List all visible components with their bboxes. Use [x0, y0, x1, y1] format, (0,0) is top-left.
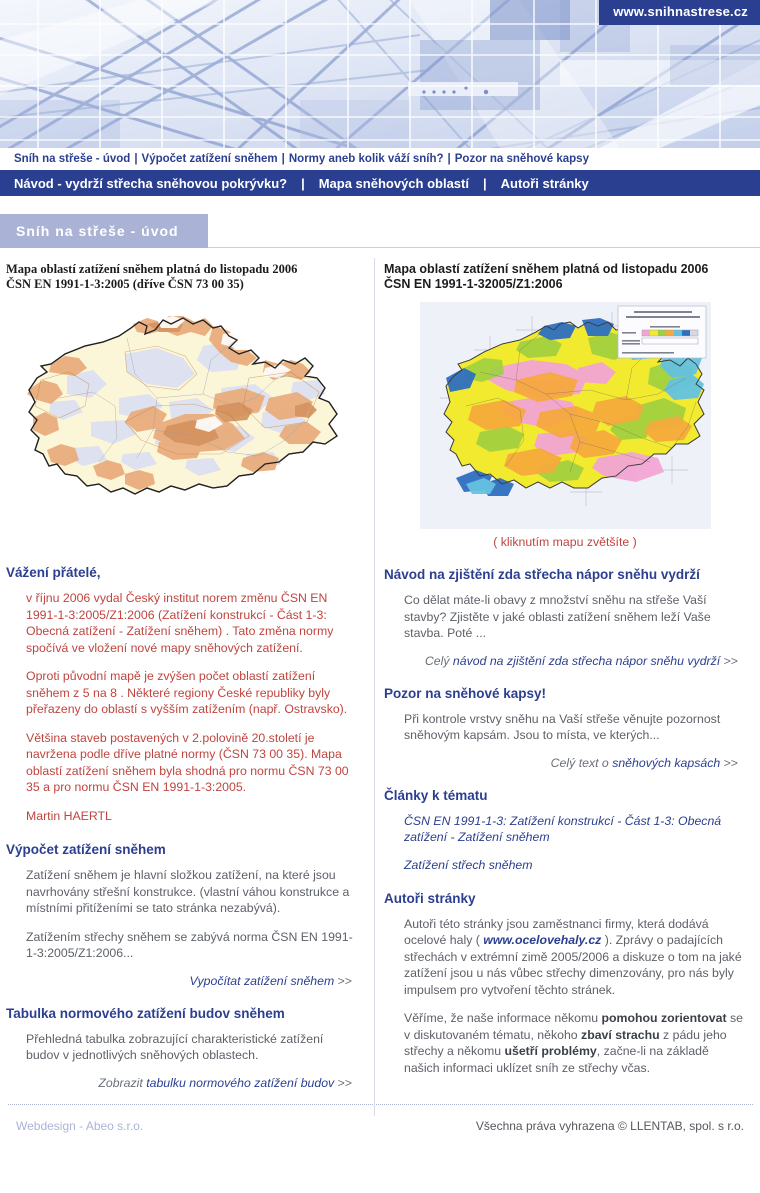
article-link-2-row: Zatížení střech sněhem: [384, 857, 746, 873]
authors-bold-2: zbaví strachu: [581, 1027, 660, 1042]
map-legend-box: [617, 305, 706, 359]
table-link-chevron: >>: [337, 1075, 352, 1090]
left-column: Mapa oblastí zatížení sněhem platná do l…: [0, 258, 374, 1094]
authors-bold-1: pomohou zorientovat: [601, 1011, 727, 1025]
map-click-caption: ( kliknutím mapu zvětšíte ): [493, 535, 637, 549]
mainnav-item-map[interactable]: Mapa sněhových oblastí: [318, 175, 469, 191]
title-underline: [208, 247, 760, 248]
right-map-title-line1: Mapa oblastí zatížení sněhem platná od l…: [384, 262, 709, 276]
subnav-item-3[interactable]: Pozor na sněhové kapsy: [454, 152, 589, 165]
right-map-title-line2: ČSN EN 1991-1-32005/Z1:2006: [384, 277, 563, 291]
left-map-title-line1: Mapa oblastí zatížení sněhem platná do l…: [6, 262, 298, 276]
left-map-title: Mapa oblastí zatížení sněhem platná do l…: [6, 262, 360, 292]
calc-heading: Výpočet zatížení sněhem: [6, 842, 166, 857]
page-title-row: Sníh na střeše - úvod: [0, 196, 760, 252]
table-link-prefix: Zobrazit: [98, 1075, 147, 1090]
column-divider: [374, 258, 375, 1116]
guide-link-chevron: >>: [723, 653, 738, 668]
table-link[interactable]: tabulku normového zatížení budov: [146, 1075, 335, 1090]
authors-para-2a: Věříme, že naše informace někomu: [404, 1011, 602, 1025]
pockets-link-row: Celý text o sněhových kapsách >>: [384, 756, 746, 770]
snow-load-map-old[interactable]: [7, 302, 359, 547]
pockets-heading: Pozor na sněhové kapsy!: [384, 685, 547, 701]
article-link-1-row: ČSN EN 1991-1-3: Zatížení konstrukcí - Č…: [384, 813, 746, 845]
secondary-nav: Sníh na střeše - úvod | Výpočet zatížení…: [0, 148, 760, 170]
articles-heading: Články k tématu: [384, 787, 488, 803]
content-area: Mapa oblastí zatížení sněhem platná do l…: [0, 252, 760, 1116]
right-column: Mapa oblastí zatížení sněhem platná od l…: [374, 258, 760, 1094]
calc-link-chevron: >>: [337, 973, 352, 988]
guide-link-row: Celý návod na zjištění zda střecha nápor…: [384, 654, 746, 668]
greeting-para-1: v říjnu 2006 vydal Český institut norem …: [26, 591, 334, 655]
ocelovehaly-link[interactable]: www.ocelovehaly.cz: [483, 933, 602, 947]
guide-heading: Návod na zjištění zda střecha nápor sněh…: [384, 567, 700, 582]
calc-link[interactable]: Vypočítat zatížení sněhem: [189, 973, 335, 988]
mainnav-sep-1: |: [482, 175, 487, 191]
right-map-title: Mapa oblastí zatížení sněhem platná od l…: [384, 262, 746, 292]
subnav-item-1[interactable]: Výpočet zatížení sněhem: [141, 152, 278, 165]
table-heading: Tabulka normového zatížení budov sněhem: [6, 1005, 285, 1021]
subnav-sep-1: |: [281, 152, 285, 165]
mainnav-item-guide[interactable]: Návod - vydrží střecha sněhovou pokrývku…: [14, 175, 288, 191]
left-map-title-line2: ČSN EN 1991-1-3:2005 (dříve ČSN 73 00 35…: [6, 277, 244, 291]
primary-nav: Návod - vydrží střecha sněhovou pokrývku…: [0, 170, 760, 196]
pockets-para: Při kontrole vrstvy sněhu na Vaší střeše…: [404, 711, 721, 743]
subnav-item-2[interactable]: Normy aneb kolik váží sníh?: [288, 152, 444, 165]
guide-para: Co dělat máte-li obavy z množství sněhu …: [404, 593, 711, 640]
calc-para-2: Zatížením střechy sněhem se zabývá norma…: [26, 929, 353, 961]
subnav-sep-2: |: [447, 152, 451, 165]
table-para: Přehledná tabulka zobrazující charakteri…: [26, 1031, 324, 1063]
article-link-1[interactable]: ČSN EN 1991-1-3: Zatížení konstrukcí - Č…: [404, 813, 722, 844]
greeting-para-3: Většina staveb postavených v 2.polovině …: [26, 730, 349, 795]
authors-para-2: Věříme, že naše informace někomu pomohou…: [384, 1010, 746, 1076]
subnav-sep-0: |: [134, 152, 138, 165]
footer-copyright: Všechna práva vyhrazena © LLENTAB, spol.…: [475, 1118, 744, 1133]
mainnav-sep-0: |: [301, 175, 305, 191]
authors-para-1a: Autoři této stránky jsou zaměstnanci fir…: [404, 916, 709, 948]
page-title: Sníh na střeše - úvod: [0, 214, 208, 248]
authors-para-2b: se v diskutovaném tématu, někoho: [404, 1011, 743, 1042]
snow-load-map-new[interactable]: [419, 302, 711, 529]
authors-heading: Autoři stránky: [384, 890, 476, 906]
calc-para-1: Zatížení sněhem je hlavní složkou zatíže…: [26, 868, 350, 915]
pockets-link-prefix: Celý text o: [550, 755, 613, 770]
authors-bold-3: ušetří problémy: [504, 1044, 597, 1058]
pockets-link[interactable]: sněhových kapsách: [612, 755, 721, 770]
footer: Webdesign - Abeo s.r.o. Všechna práva vy…: [0, 1106, 760, 1146]
site-url-label: www.snihnastrese.cz: [599, 0, 760, 25]
authors-para-1: Autoři této stránky jsou zaměstnanci fir…: [384, 916, 746, 999]
guide-link-prefix: Celý: [424, 653, 453, 668]
footer-divider: [7, 1103, 753, 1106]
authors-para-2c: z pádu jeho střechy a někomu: [404, 1027, 727, 1059]
subnav-item-0[interactable]: Sníh na střeše - úvod: [14, 152, 131, 165]
greeting-signature: Martin HAERTL: [26, 808, 112, 823]
header-banner: www.snihnastrese.cz: [0, 0, 760, 148]
authors-para-2d: , začne-li na základě našich informaci u…: [404, 1044, 709, 1075]
mainnav-item-authors[interactable]: Autoři stránky: [500, 175, 589, 191]
greeting-heading: Vážení přátelé,: [6, 565, 101, 580]
greeting-para-2: Oproti původní mapě je zvýšen počet obla…: [26, 669, 348, 716]
snow-load-map-old-graphic: [7, 302, 359, 547]
footer-webdesign: Webdesign - Abeo s.r.o.: [16, 1118, 144, 1133]
snow-load-map-new-graphic: [419, 302, 711, 529]
article-link-2[interactable]: Zatížení střech sněhem: [404, 857, 533, 872]
table-link-row: Zobrazit tabulku normového zatížení budo…: [6, 1076, 360, 1090]
guide-link[interactable]: návod na zjištění zda střecha nápor sněh…: [452, 653, 721, 668]
pockets-link-chevron: >>: [723, 755, 738, 770]
authors-para-1b: ). Zprávy o padajících střechách v extré…: [404, 933, 742, 997]
calc-link-row: Vypočítat zatížení sněhem >>: [6, 974, 360, 988]
